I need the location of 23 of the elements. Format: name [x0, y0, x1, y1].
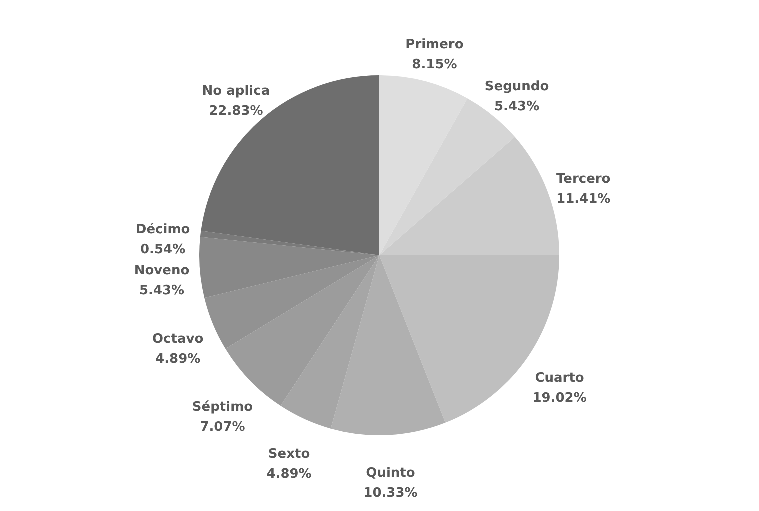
data-label: 19.02% — [532, 391, 587, 406]
data-label: 4.89% — [266, 466, 312, 482]
data-label: 22.83% — [209, 104, 264, 120]
slice-label: Décimo — [136, 222, 190, 238]
data-label: 8.15% — [412, 58, 458, 73]
slice-label: Quinto — [366, 466, 416, 482]
data-label: 11.41% — [556, 192, 611, 207]
data-label: 7.07% — [200, 420, 246, 435]
slice-label: Cuarto — [535, 371, 584, 386]
slice-label: Sexto — [268, 446, 310, 462]
slice-label: Noveno — [134, 263, 190, 278]
data-label: 10.33% — [364, 486, 418, 502]
slice-label: No aplica — [202, 84, 270, 100]
data-label: 5.43% — [494, 99, 540, 114]
slice-label: Octavo — [152, 332, 204, 347]
slice-label: Tercero — [556, 172, 611, 187]
slice-label: Séptimo — [192, 400, 254, 415]
pie-slice — [201, 76, 380, 256]
data-label: 4.89% — [156, 352, 201, 367]
data-label: 0.54% — [140, 242, 186, 258]
data-label: 5.43% — [139, 283, 185, 298]
slice-label: Segundo — [484, 79, 550, 94]
slice-label: Primero — [406, 38, 464, 53]
